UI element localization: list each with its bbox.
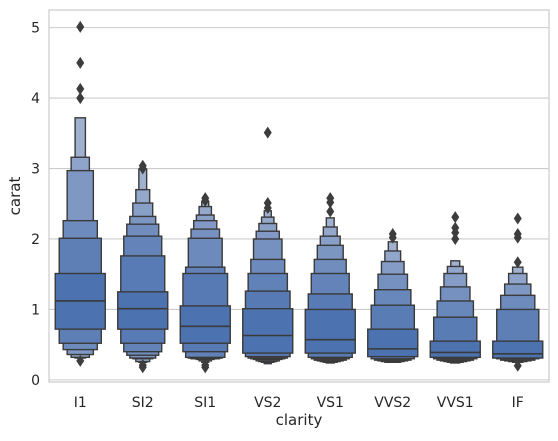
outlier-point [138,159,147,172]
outlier-point [513,359,522,372]
x-tick-label: VS1 [317,395,344,411]
box-group-vs2 [242,210,294,365]
x-tick-label: SI2 [132,395,154,411]
outlier-point [326,192,335,205]
box-level [367,328,419,358]
box-level [179,305,231,344]
outlier-point [513,228,522,241]
box-group-vvs2 [367,241,419,363]
outlier-point [201,361,210,374]
box-group-si1 [179,200,231,363]
y-axis-label: carat [6,177,24,216]
x-tick-label: SI1 [194,395,216,411]
outlier-point [451,232,460,245]
y-tick-label: 1 [31,302,40,318]
x-tick-label: VVS1 [437,395,474,411]
x-tick-label: I1 [74,395,87,411]
box-group-i1 [54,117,106,359]
plot-frame [48,9,550,383]
y-tick-label: 3 [31,162,40,178]
y-tick-label: 2 [31,232,40,248]
box-level [304,308,356,354]
y-tick-label: 0 [31,373,40,389]
x-tick-label: IF [512,395,524,411]
x-tick-label: VS2 [254,395,281,411]
box-group-vvs1 [429,260,481,364]
x-tick-label: VVS2 [374,395,411,411]
outlier-point [388,228,397,241]
outlier-point [326,205,335,218]
outlier-point [451,221,460,234]
outlier-point [263,197,272,210]
box-level [117,291,169,330]
box-level [242,308,294,354]
outlier-point [201,194,210,207]
box-level [492,340,544,359]
outlier-point [76,354,85,367]
y-tick-label: 4 [31,91,40,107]
box-group-si2 [117,168,169,363]
box-group-vs1 [304,217,356,364]
outlier-point [451,211,460,224]
outlier-point [513,212,522,225]
y-tick-label: 5 [31,21,40,37]
box-group-if [492,266,544,363]
x-axis-label: clarity [276,411,323,429]
outlier-point [76,92,85,105]
outlier-point [76,20,85,33]
outlier-point [513,256,522,269]
outlier-point [76,56,85,69]
outlier-point [138,361,147,374]
box-level [429,340,481,359]
outlier-point [263,126,272,139]
outlier-point [76,82,85,95]
